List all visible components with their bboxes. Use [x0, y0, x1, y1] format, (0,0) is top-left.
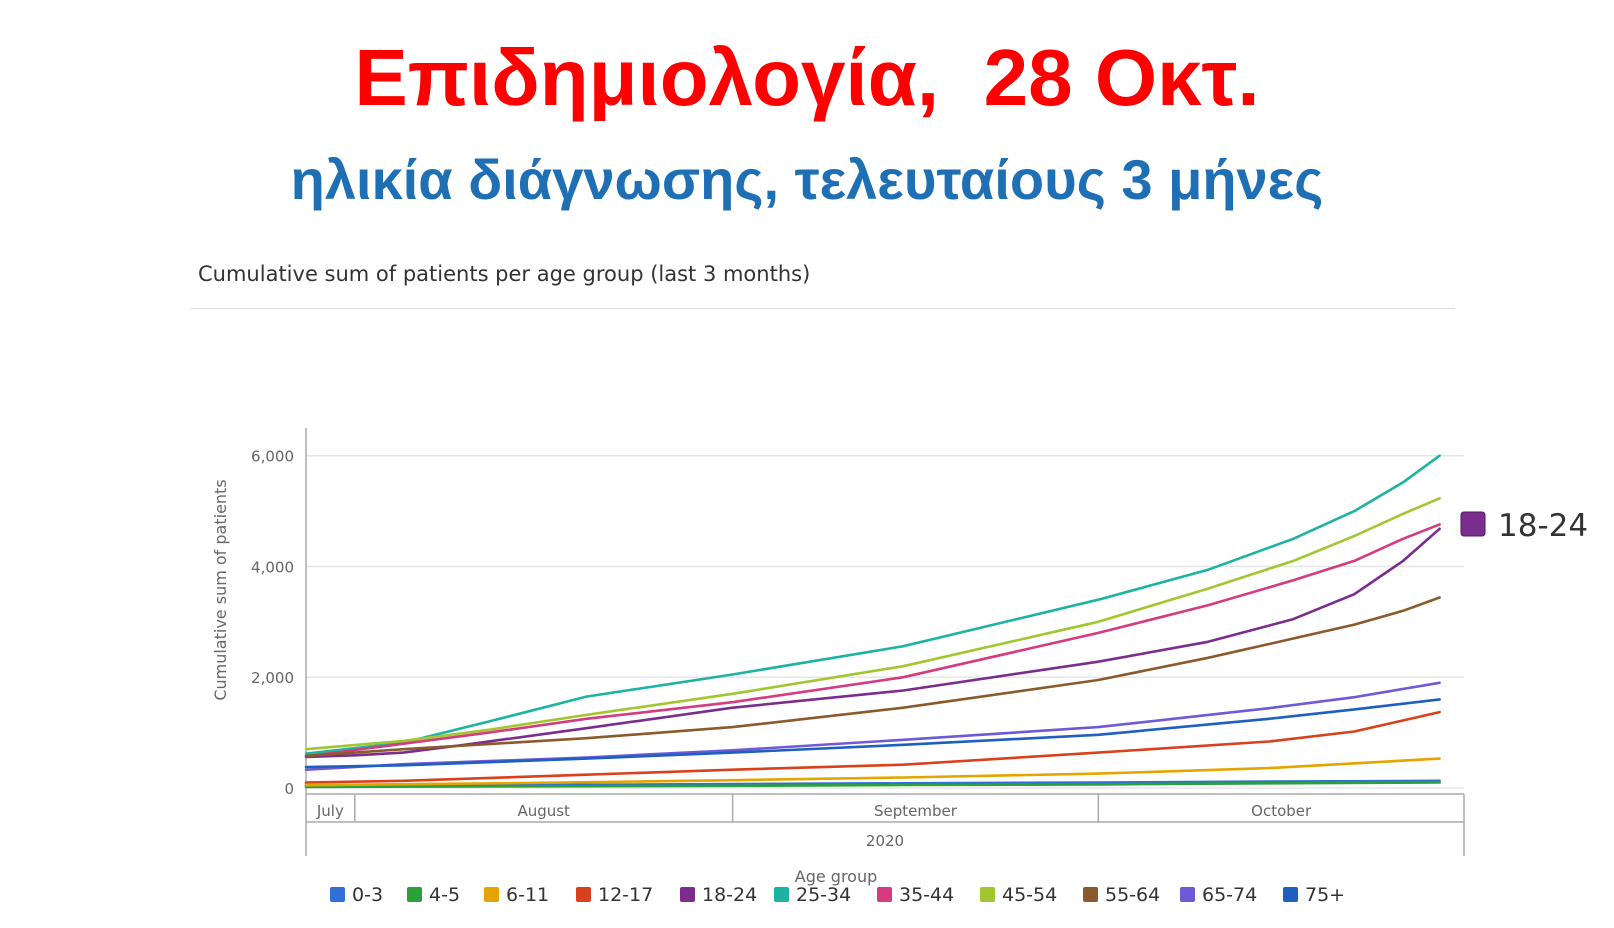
x-month-label: July — [316, 802, 344, 820]
chart-title-divider — [190, 308, 1455, 309]
series-line-12-17 — [304, 710, 1441, 784]
series-line-35-44 — [304, 523, 1441, 758]
chart-title: Cumulative sum of patients per age group… — [198, 262, 811, 286]
legend-label-12-17: 12-17 — [598, 884, 653, 906]
series-line-4-5 — [304, 781, 1441, 789]
series-lines — [304, 454, 1441, 789]
legend: 0-3 4-5 6-11 12-17 18-24 25-34 35-44 45-54 55-64… — [330, 884, 1345, 906]
legend-label-55-64: 55-64 — [1105, 884, 1160, 906]
legend-swatch-18-24 — [680, 887, 695, 902]
x-month-label: September — [874, 802, 958, 820]
legend-swatch-45-54 — [980, 887, 995, 902]
x-month-label: August — [517, 802, 570, 820]
legend-label-65-74: 65-74 — [1202, 884, 1257, 906]
y-axis-title: Cumulative sum of patients — [211, 479, 230, 700]
series-line-25-34 — [304, 454, 1441, 756]
y-tick-label: 2,000 — [251, 669, 294, 687]
legend-swatch-25-34 — [774, 887, 789, 902]
slide-subtitle: ηλικία διάγνωσης, τελευταίους 3 μήνες — [290, 148, 1324, 211]
legend-swatch-55-64 — [1083, 887, 1098, 902]
legend-label-45-54: 45-54 — [1002, 884, 1057, 906]
x-month-label: October — [1251, 802, 1312, 820]
legend-swatch-65-74 — [1180, 887, 1195, 902]
x-year-label: 2020 — [866, 832, 904, 850]
legend-swatch-75+ — [1283, 887, 1298, 902]
hover-label-text: 18-24 — [1498, 508, 1588, 544]
axes: 0 2,000 4,000 6,000 July August September Octob… — [251, 428, 1465, 856]
legend-label-75+: 75+ — [1305, 884, 1345, 906]
legend-swatch-0-3 — [330, 887, 345, 902]
legend-label-0-3: 0-3 — [352, 884, 383, 906]
series-line-6-11 — [304, 757, 1441, 787]
hover-label: 18-24 — [1460, 508, 1588, 544]
legend-swatch-35-44 — [877, 887, 892, 902]
axis-labels: Cumulative sum of patients Age group — [211, 479, 877, 886]
legend-swatch-12-17 — [576, 887, 591, 902]
y-tick-label: 6,000 — [251, 448, 294, 466]
legend-label-6-11: 6-11 — [506, 884, 549, 906]
legend-swatch-6-11 — [484, 887, 499, 902]
series-line-75+ — [304, 698, 1441, 769]
legend-title: Age group — [795, 867, 878, 886]
legend-label-18-24: 18-24 — [702, 884, 757, 906]
slide-title: Επιδημιολογία, 28 Οκτ. — [354, 33, 1260, 122]
series-line-45-54 — [304, 496, 1441, 751]
y-tick-label: 0 — [284, 780, 294, 798]
hover-label-swatch — [1460, 511, 1486, 537]
legend-label-35-44: 35-44 — [899, 884, 954, 906]
series-line-55-64 — [304, 596, 1441, 758]
legend-label-4-5: 4-5 — [429, 884, 460, 906]
series-line-18-24 — [304, 527, 1441, 759]
y-tick-label: 4,000 — [251, 558, 294, 576]
gridlines — [306, 454, 1464, 789]
legend-label-25-34: 25-34 — [796, 884, 851, 906]
series-line-65-74 — [304, 681, 1441, 772]
legend-swatch-4-5 — [407, 887, 422, 902]
